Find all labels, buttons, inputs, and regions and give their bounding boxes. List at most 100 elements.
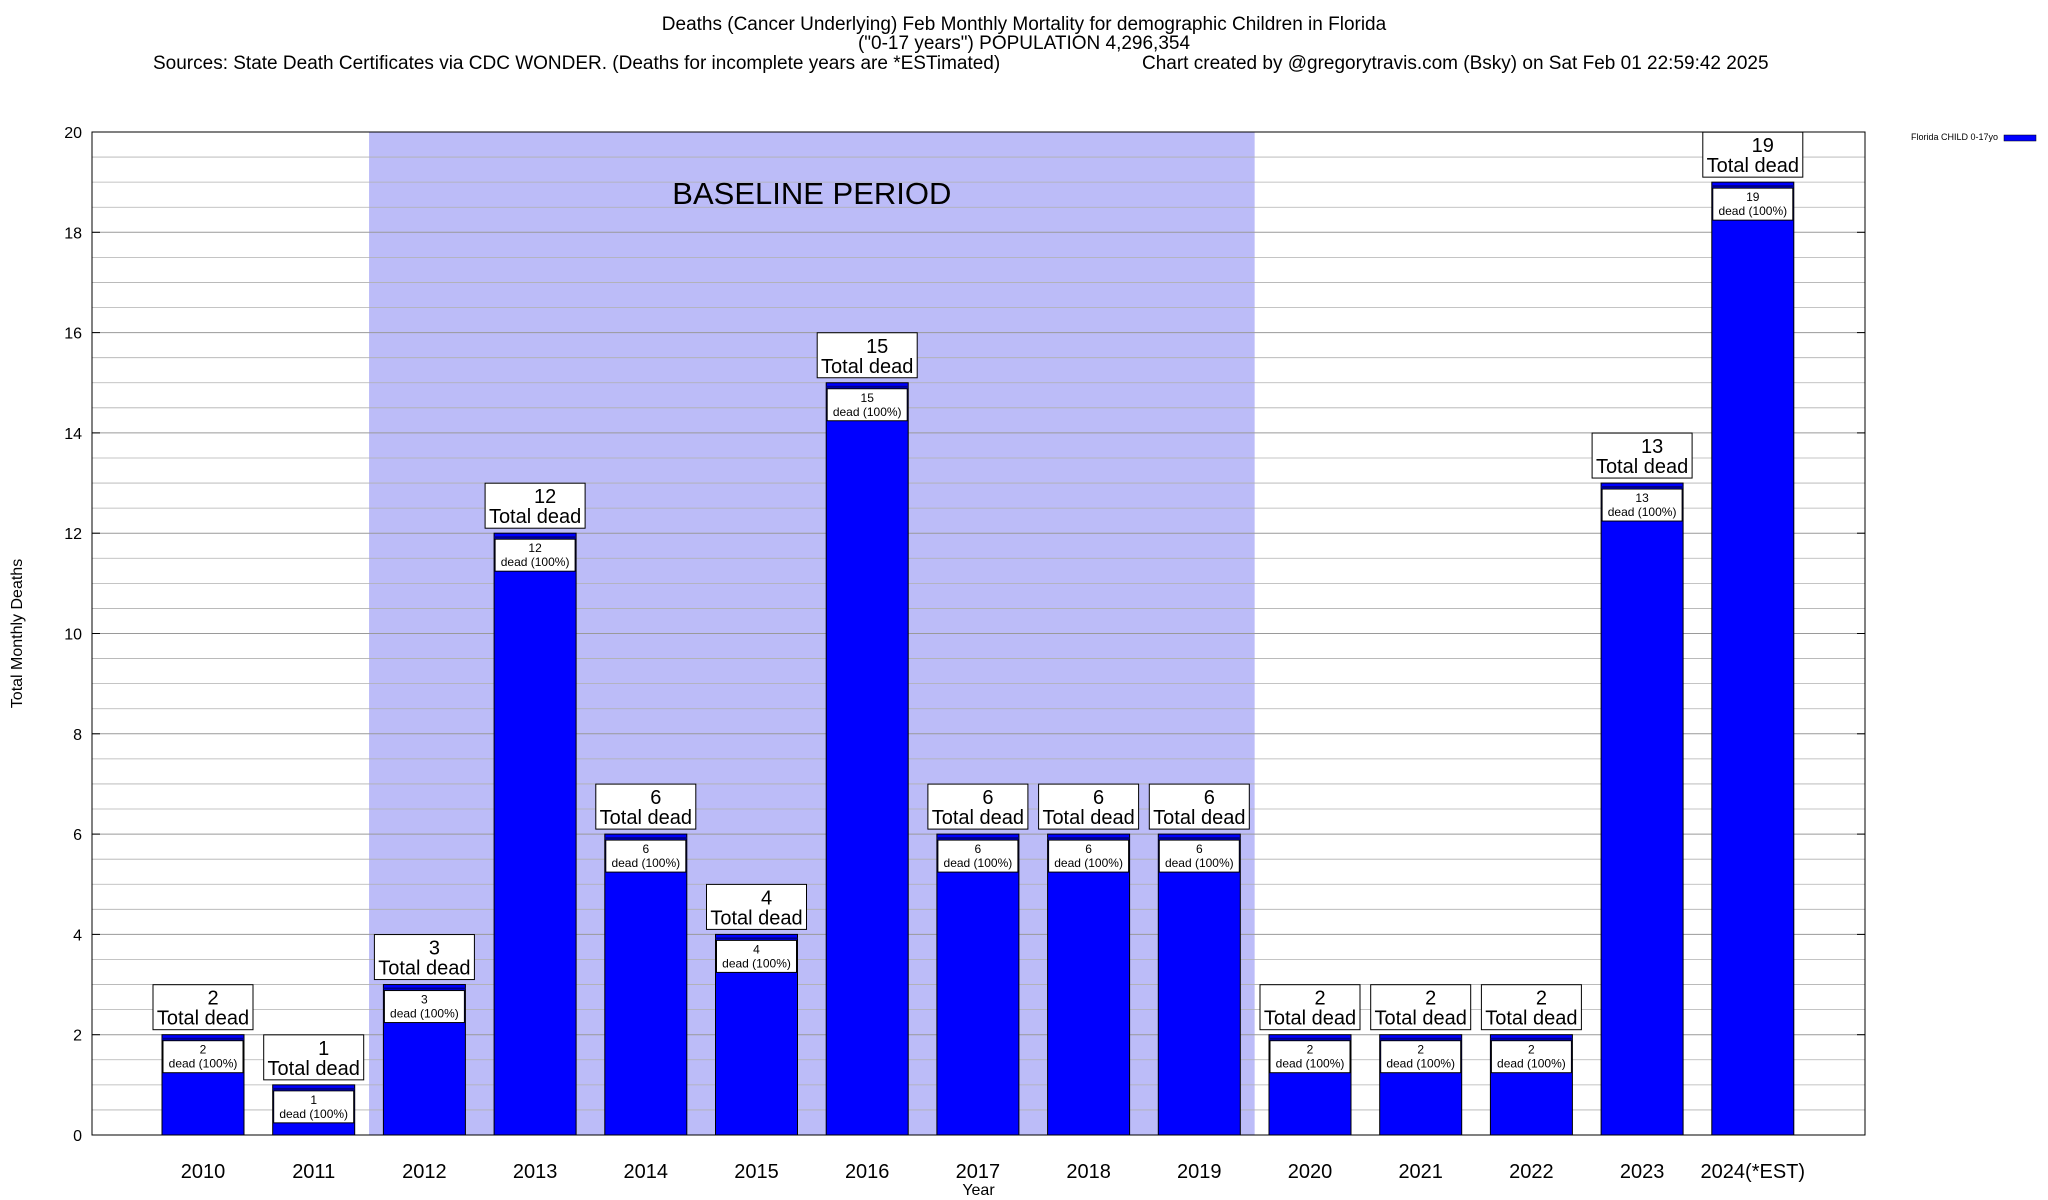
x-tick-label: 2015 <box>734 1161 779 1183</box>
bar-inner-label: dead (100%) <box>1165 856 1234 870</box>
bar-inner-value: 13 <box>1635 491 1649 505</box>
bar-total-label: Total dead <box>1375 1008 1467 1030</box>
legend-label: Florida CHILD 0-17yo <box>1911 132 1998 142</box>
bar-inner-value: 2 <box>1528 1043 1535 1057</box>
bar-total-value: 2 <box>1536 988 1547 1010</box>
x-tick-label: 2012 <box>402 1161 447 1183</box>
y-tick-label: 14 <box>64 426 82 443</box>
bar-total-value: 12 <box>534 486 556 508</box>
bar-total-value: 13 <box>1641 436 1663 458</box>
x-tick-label: 2021 <box>1398 1161 1443 1183</box>
bar-total-value: 2 <box>1314 988 1325 1010</box>
y-tick-label: 4 <box>73 927 82 944</box>
bar-inner-label: dead (100%) <box>1276 1057 1345 1071</box>
bar-total-value: 4 <box>761 887 772 909</box>
bar-inner-label-box <box>1158 839 1240 873</box>
x-tick-label: 2020 <box>1288 1161 1333 1183</box>
x-tick-label: 2016 <box>845 1161 890 1183</box>
bar-inner-label: dead (100%) <box>1718 204 1787 218</box>
x-tick-label: 2013 <box>513 1161 558 1183</box>
bar-2019 <box>1157 833 1241 1136</box>
bar-inner-label-box <box>494 538 576 572</box>
bar-2018 <box>1047 833 1131 1136</box>
chart-sources: Sources: State Death Certificates via CD… <box>153 53 1001 74</box>
bar-2013 <box>493 532 577 1136</box>
x-tick-label: 2019 <box>1177 1161 1222 1183</box>
bar-total-label: Total dead <box>1042 807 1134 829</box>
bar-total-value: 6 <box>650 787 661 809</box>
bar-inner-label-box <box>273 1090 355 1124</box>
bar-inner-label: dead (100%) <box>944 856 1013 870</box>
chart-title-line2: ("0-17 years") POPULATION 4,296,354 <box>857 33 1191 54</box>
y-tick-label: 12 <box>64 526 82 543</box>
bar-inner-label: dead (100%) <box>1608 505 1677 519</box>
bar-inner-label: dead (100%) <box>611 856 680 870</box>
x-tick-label: 2011 <box>292 1161 335 1183</box>
bar-inner-label: dead (100%) <box>1054 856 1123 870</box>
bar-inner-label-box <box>1601 488 1683 522</box>
bar-total-box <box>1591 432 1693 479</box>
legend-swatch <box>2003 134 2037 142</box>
bar-inner-value: 2 <box>200 1043 207 1057</box>
bar-inner-value: 6 <box>975 842 982 856</box>
bar-total-label: Total dead <box>821 356 913 378</box>
bar-inner-value: 2 <box>1307 1043 1314 1057</box>
bar-total-value: 2 <box>1425 988 1436 1010</box>
bar-inner-label-box <box>383 990 465 1024</box>
bar-inner-label-box <box>162 1040 244 1074</box>
bar-inner-label: dead (100%) <box>1497 1057 1566 1071</box>
bar-inner-value: 12 <box>528 541 542 555</box>
bar-total-label: Total dead <box>378 958 470 980</box>
bar-total-box <box>484 482 586 529</box>
bar-inner-value: 6 <box>1085 842 1092 856</box>
bar-inner-label-box <box>937 839 1019 873</box>
bar-2024(*EST) <box>1711 181 1795 1136</box>
bar-inner-label-box <box>1269 1040 1351 1074</box>
chart-title-line1: Deaths (Cancer Underlying) Feb Monthly M… <box>661 14 1387 35</box>
bar-inner-value: 2 <box>1417 1043 1424 1057</box>
bar-inner-value: 1 <box>310 1093 317 1107</box>
y-tick-label: 0 <box>73 1128 82 1145</box>
x-tick-label: 2010 <box>181 1161 226 1183</box>
bar-inner-value: 19 <box>1746 190 1760 204</box>
bar-total-value: 6 <box>1204 787 1215 809</box>
bar-total-box <box>1370 984 1472 1031</box>
bar-total-box <box>1148 783 1250 830</box>
bar-total-value: 1 <box>318 1038 329 1060</box>
bar-total-box <box>706 883 807 930</box>
bar-inner-label: dead (100%) <box>722 956 791 970</box>
x-tick-label: 2023 <box>1620 1161 1665 1183</box>
bar-total-label: Total dead <box>489 506 581 528</box>
bar-total-label: Total dead <box>1485 1008 1577 1030</box>
bar-total-value: 6 <box>1093 787 1104 809</box>
y-tick-label: 16 <box>64 326 82 343</box>
baseline-period-label: BASELINE PERIOD <box>672 176 951 211</box>
bar-inner-value: 3 <box>421 993 428 1007</box>
x-tick-label: 2017 <box>956 1161 1001 1183</box>
x-axis-label: Year <box>962 1182 995 1199</box>
bar-total-box <box>373 934 475 981</box>
bar-total-box <box>1259 984 1361 1031</box>
bar-total-label: Total dead <box>1153 807 1245 829</box>
bar-total-box <box>1702 131 1804 178</box>
y-axis-label: Total Monthly Deaths <box>9 559 26 708</box>
bar-total-label: Total dead <box>268 1058 360 1080</box>
bar-inner-value: 4 <box>753 942 760 956</box>
bar-total-box <box>152 984 254 1031</box>
bar-2023 <box>1600 482 1684 1136</box>
bar-total-box <box>1480 984 1582 1031</box>
y-tick-label: 8 <box>73 727 82 744</box>
bar-inner-label: dead (100%) <box>1386 1057 1455 1071</box>
bar-inner-label: dead (100%) <box>169 1057 238 1071</box>
y-tick-label: 10 <box>64 627 82 644</box>
y-tick-label: 2 <box>73 1028 82 1045</box>
bar-total-label: Total dead <box>1707 155 1799 177</box>
bar-total-box <box>816 332 918 379</box>
bar-total-value: 19 <box>1752 135 1774 157</box>
y-tick-label: 18 <box>64 225 82 242</box>
bar-inner-label: dead (100%) <box>833 405 902 419</box>
bar-inner-value: 15 <box>861 391 875 405</box>
bar-total-value: 3 <box>429 938 440 960</box>
bar-total-value: 2 <box>207 988 218 1010</box>
bar-total-label: Total dead <box>1264 1008 1356 1030</box>
